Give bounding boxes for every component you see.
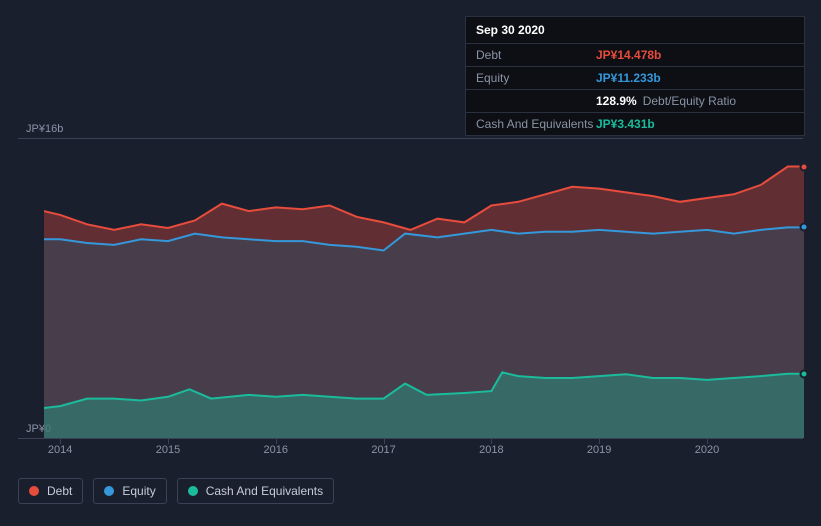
chart-legend: Debt Equity Cash And Equivalents xyxy=(18,478,334,504)
y-axis-max-label: JP¥16b xyxy=(26,123,63,135)
tooltip-row: Cash And EquivalentsJP¥3.431b xyxy=(466,113,804,135)
legend-label: Cash And Equivalents xyxy=(206,484,323,498)
tooltip-date: Sep 30 2020 xyxy=(466,17,804,44)
legend-label: Debt xyxy=(47,484,72,498)
tooltip-panel: Sep 30 2020 DebtJP¥14.478bEquityJP¥11.23… xyxy=(465,16,805,136)
tooltip-row-value: JP¥11.233b xyxy=(596,71,661,85)
legend-item[interactable]: Equity xyxy=(93,478,166,504)
tooltip-row: EquityJP¥11.233b xyxy=(466,67,804,90)
x-axis-labels: 2014 2015 2016 2017 2018 2019 2020 xyxy=(44,444,804,464)
tooltip-row-value: JP¥3.431b xyxy=(596,117,655,131)
x-axis-year-label: 2014 xyxy=(48,444,72,456)
tooltip-row: DebtJP¥14.478b xyxy=(466,44,804,67)
series-end-marker xyxy=(800,162,809,171)
tooltip-row-label: Equity xyxy=(476,71,596,85)
tooltip-row: 128.9%Debt/Equity Ratio xyxy=(466,90,804,113)
legend-dot-icon xyxy=(29,486,39,496)
legend-dot-icon xyxy=(104,486,114,496)
series-end-marker xyxy=(800,369,809,378)
tooltip-row-value: JP¥14.478b xyxy=(596,48,661,62)
tooltip-row-value: 128.9%Debt/Equity Ratio xyxy=(596,94,736,108)
x-axis-year-label: 2020 xyxy=(695,444,719,456)
legend-item[interactable]: Debt xyxy=(18,478,83,504)
x-axis-year-label: 2019 xyxy=(587,444,611,456)
x-axis-year-label: 2015 xyxy=(156,444,180,456)
x-axis-year-label: 2016 xyxy=(264,444,288,456)
tooltip-row-label: Debt xyxy=(476,48,596,62)
legend-label: Equity xyxy=(122,484,155,498)
y-axis-bottom-divider xyxy=(18,438,803,439)
legend-item[interactable]: Cash And Equivalents xyxy=(177,478,334,504)
series-end-marker xyxy=(800,223,809,232)
legend-dot-icon xyxy=(188,486,198,496)
chart-plot-area[interactable] xyxy=(44,138,804,438)
x-axis-year-label: 2018 xyxy=(479,444,503,456)
x-axis-year-label: 2017 xyxy=(371,444,395,456)
tooltip-row-label xyxy=(476,94,596,108)
tooltip-row-label: Cash And Equivalents xyxy=(476,117,596,131)
tooltip-row-extra: Debt/Equity Ratio xyxy=(643,94,736,108)
